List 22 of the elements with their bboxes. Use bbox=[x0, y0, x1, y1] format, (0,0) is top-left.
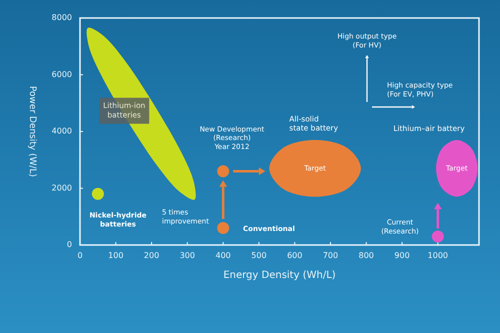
point bbox=[217, 165, 230, 178]
y-tick-label: 2000 bbox=[52, 183, 72, 192]
x-tick-label: 200 bbox=[144, 251, 160, 260]
y-tick-label: 6000 bbox=[52, 70, 72, 79]
x-tick-label: 700 bbox=[322, 251, 338, 260]
x-tick-label: 300 bbox=[180, 251, 195, 260]
y-axis-title: Power Density (W/L) bbox=[27, 86, 37, 178]
x-tick-label: 800 bbox=[358, 251, 374, 260]
x-axis-title: Energy Density (Wh/L) bbox=[223, 270, 336, 281]
x-tick-label: 500 bbox=[251, 251, 267, 260]
point bbox=[217, 222, 230, 234]
x-tick-label: 400 bbox=[216, 251, 231, 260]
x-tick-label: 900 bbox=[394, 251, 410, 260]
x-tick-label: 600 bbox=[287, 251, 302, 260]
point bbox=[432, 230, 444, 242]
y-tick-label: 4000 bbox=[52, 126, 72, 136]
y-tick-label: 0 bbox=[66, 240, 72, 250]
point bbox=[92, 188, 104, 200]
x-tick-label: 1000 bbox=[428, 251, 448, 260]
y-tick-label: 8000 bbox=[52, 13, 72, 22]
x-tick-label: 0 bbox=[77, 251, 83, 260]
x-tick-label: 100 bbox=[108, 251, 124, 260]
